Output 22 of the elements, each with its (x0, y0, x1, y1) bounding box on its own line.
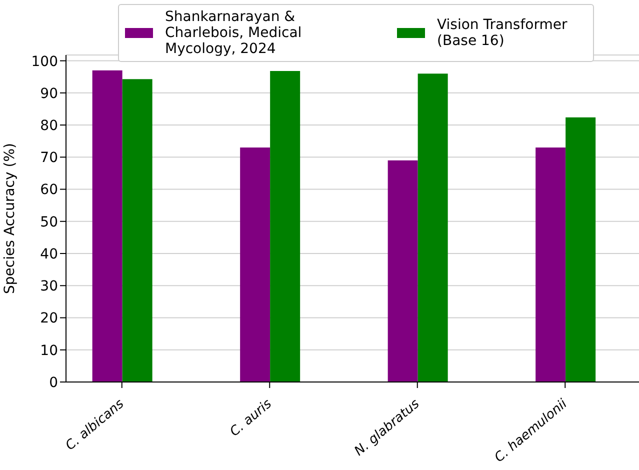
y-tick-label: 10 (40, 342, 58, 359)
y-tick-label: 90 (40, 86, 58, 102)
y-tick-label: 80 (40, 118, 58, 134)
bar (388, 160, 418, 382)
y-tick-label: 70 (40, 150, 58, 166)
legend-label: Shankarnarayan & Charlebois, Medical Mycology, 2024 (165, 9, 303, 57)
y-tick-label: 0 (49, 374, 58, 391)
bar (122, 79, 152, 382)
y-tick-label: 100 (31, 54, 58, 70)
y-tick-label: 50 (40, 214, 58, 230)
bar (270, 71, 300, 382)
y-axis-title: Species Accuracy (%) (2, 143, 18, 294)
bar (536, 148, 566, 382)
bar (418, 74, 448, 382)
legend-label: Vision Transformer (Base 16) (437, 17, 568, 49)
bar (566, 117, 596, 382)
bar (240, 148, 270, 382)
y-tick-label: 30 (40, 278, 58, 295)
y-tick-label: 60 (40, 182, 58, 198)
y-tick-label: 40 (40, 246, 58, 262)
y-tick-label: 20 (40, 310, 58, 327)
bar (92, 70, 122, 382)
